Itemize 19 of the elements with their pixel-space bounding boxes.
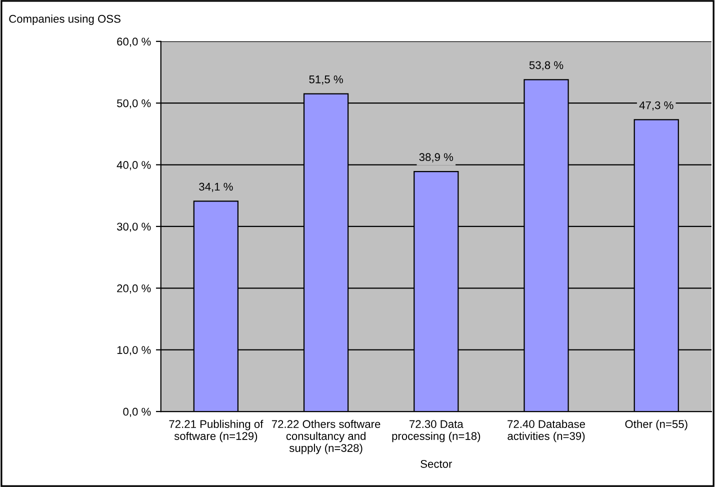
data-label: 51,5 % [309,75,343,85]
y-tick-label: 20,0 % [117,284,151,294]
x-axis-title: Sector [420,460,452,468]
data-label: 38,9 % [419,153,454,162]
y-tick-label: 60,0 % [117,38,151,47]
y-tick-label: 0,0 % [123,408,151,417]
data-label: 34,1 % [199,182,233,192]
data-label: 53,8 % [529,61,564,70]
data-label: 47,3 % [639,101,674,111]
y-tick-label: 30,0 % [116,222,151,232]
x-tick-label: Other (n=55) [625,420,688,430]
x-tick-label: 72.22 Others software consultancy and supply (n=328) [272,420,380,454]
y-tick-label: 40,0 % [116,161,151,170]
y-tick-label: 50,0 % [117,99,151,109]
x-tick-label: 72.30 Data processing (n=18) [392,420,480,442]
x-tick-label: 72.40 Database activities (n=39) [508,420,585,442]
text: Companies using OSS [9,14,120,25]
y-tick-label: 10,0 % [117,346,151,356]
x-tick-label: 72.21 Publishing of software (n=129) [169,420,264,442]
